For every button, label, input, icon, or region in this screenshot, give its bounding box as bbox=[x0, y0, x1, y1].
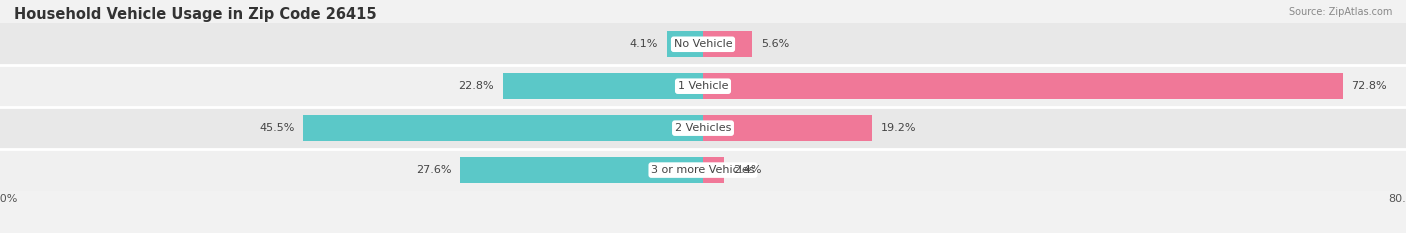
Text: 45.5%: 45.5% bbox=[259, 123, 294, 133]
Text: 19.2%: 19.2% bbox=[880, 123, 915, 133]
Bar bbox=[0, 65, 1406, 107]
Bar bbox=[304, 115, 703, 141]
Bar bbox=[703, 31, 752, 57]
Bar bbox=[503, 73, 703, 99]
Text: No Vehicle: No Vehicle bbox=[673, 39, 733, 49]
Text: 4.1%: 4.1% bbox=[630, 39, 658, 49]
Text: 2.4%: 2.4% bbox=[733, 165, 762, 175]
Text: 72.8%: 72.8% bbox=[1351, 81, 1388, 91]
Text: 2 Vehicles: 2 Vehicles bbox=[675, 123, 731, 133]
Text: 1 Vehicle: 1 Vehicle bbox=[678, 81, 728, 91]
Bar bbox=[666, 31, 703, 57]
Bar bbox=[461, 157, 703, 183]
Text: 27.6%: 27.6% bbox=[416, 165, 451, 175]
Text: Household Vehicle Usage in Zip Code 26415: Household Vehicle Usage in Zip Code 2641… bbox=[14, 7, 377, 22]
Text: 5.6%: 5.6% bbox=[761, 39, 789, 49]
Text: 22.8%: 22.8% bbox=[458, 81, 494, 91]
Bar bbox=[0, 23, 1406, 65]
Bar bbox=[703, 73, 1343, 99]
Text: Source: ZipAtlas.com: Source: ZipAtlas.com bbox=[1288, 7, 1392, 17]
Bar bbox=[0, 107, 1406, 149]
Bar bbox=[703, 157, 724, 183]
Bar bbox=[0, 149, 1406, 191]
Bar bbox=[703, 115, 872, 141]
Text: 3 or more Vehicles: 3 or more Vehicles bbox=[651, 165, 755, 175]
